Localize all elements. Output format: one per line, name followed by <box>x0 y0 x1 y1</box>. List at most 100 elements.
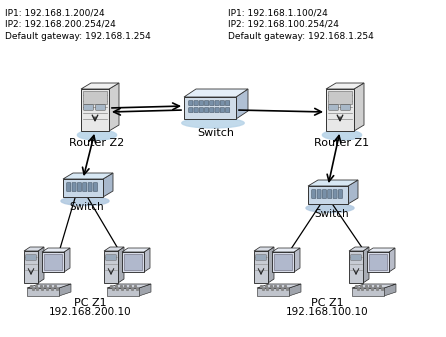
FancyBboxPatch shape <box>210 108 214 113</box>
FancyBboxPatch shape <box>351 255 361 260</box>
FancyBboxPatch shape <box>210 101 214 105</box>
Polygon shape <box>328 91 352 104</box>
Polygon shape <box>367 248 395 252</box>
Polygon shape <box>103 173 113 197</box>
FancyBboxPatch shape <box>204 101 209 105</box>
FancyBboxPatch shape <box>199 101 203 105</box>
FancyBboxPatch shape <box>204 108 209 113</box>
FancyBboxPatch shape <box>124 254 142 270</box>
Polygon shape <box>363 247 369 283</box>
Polygon shape <box>139 284 151 296</box>
Polygon shape <box>24 251 38 283</box>
Polygon shape <box>27 288 59 296</box>
FancyBboxPatch shape <box>341 105 350 110</box>
Polygon shape <box>384 284 396 296</box>
Text: Switch: Switch <box>198 128 235 138</box>
FancyBboxPatch shape <box>329 105 339 110</box>
Polygon shape <box>352 284 396 288</box>
FancyBboxPatch shape <box>72 183 76 191</box>
Text: 192.168.100.10: 192.168.100.10 <box>286 307 369 317</box>
Polygon shape <box>24 247 44 251</box>
Polygon shape <box>254 251 268 283</box>
Polygon shape <box>257 288 289 296</box>
Polygon shape <box>184 97 236 119</box>
FancyBboxPatch shape <box>194 101 198 105</box>
FancyBboxPatch shape <box>225 101 230 105</box>
Polygon shape <box>272 248 300 252</box>
Polygon shape <box>254 247 274 251</box>
FancyBboxPatch shape <box>312 190 316 198</box>
Text: IP1: 192.168.1.200/24
IP2: 192.168.200.254/24
Default gateway: 192.168.1.254: IP1: 192.168.1.200/24 IP2: 192.168.200.2… <box>5 8 151 40</box>
Text: Switch: Switch <box>70 202 104 212</box>
FancyBboxPatch shape <box>44 254 62 270</box>
Polygon shape <box>184 89 248 97</box>
Polygon shape <box>107 284 151 288</box>
Polygon shape <box>354 83 364 131</box>
FancyBboxPatch shape <box>83 183 87 191</box>
Polygon shape <box>268 247 274 283</box>
Polygon shape <box>83 91 107 104</box>
FancyBboxPatch shape <box>199 108 203 113</box>
Polygon shape <box>104 247 124 251</box>
FancyBboxPatch shape <box>189 101 193 105</box>
Polygon shape <box>122 248 150 252</box>
Polygon shape <box>349 247 369 251</box>
Polygon shape <box>38 247 44 283</box>
Polygon shape <box>257 284 301 288</box>
Polygon shape <box>63 179 103 197</box>
Polygon shape <box>389 248 395 272</box>
FancyBboxPatch shape <box>322 190 326 198</box>
FancyBboxPatch shape <box>88 183 92 191</box>
Polygon shape <box>348 180 358 204</box>
FancyBboxPatch shape <box>84 105 93 110</box>
FancyBboxPatch shape <box>225 108 230 113</box>
FancyBboxPatch shape <box>274 254 292 270</box>
Polygon shape <box>289 284 301 296</box>
FancyBboxPatch shape <box>369 254 387 270</box>
FancyBboxPatch shape <box>67 183 71 191</box>
Polygon shape <box>326 83 364 89</box>
FancyBboxPatch shape <box>220 101 224 105</box>
Ellipse shape <box>61 196 109 206</box>
Polygon shape <box>81 83 119 89</box>
FancyBboxPatch shape <box>77 183 82 191</box>
Ellipse shape <box>182 118 244 128</box>
Polygon shape <box>42 252 64 272</box>
Polygon shape <box>236 89 248 119</box>
Ellipse shape <box>306 204 354 213</box>
FancyBboxPatch shape <box>106 255 116 260</box>
Text: Router Z1: Router Z1 <box>314 138 370 148</box>
Polygon shape <box>109 83 119 131</box>
Polygon shape <box>272 252 294 272</box>
Text: PC Z1: PC Z1 <box>311 298 344 308</box>
Polygon shape <box>308 186 348 204</box>
FancyBboxPatch shape <box>215 101 219 105</box>
Ellipse shape <box>78 130 116 140</box>
FancyBboxPatch shape <box>215 108 219 113</box>
Polygon shape <box>104 251 118 283</box>
Text: Router Z2: Router Z2 <box>70 138 124 148</box>
Polygon shape <box>294 248 300 272</box>
FancyBboxPatch shape <box>256 255 266 260</box>
Polygon shape <box>349 251 363 283</box>
Polygon shape <box>64 248 70 272</box>
FancyBboxPatch shape <box>333 190 337 198</box>
FancyBboxPatch shape <box>339 190 343 198</box>
Text: PC Z1: PC Z1 <box>74 298 106 308</box>
FancyBboxPatch shape <box>96 105 105 110</box>
Polygon shape <box>42 248 70 252</box>
FancyBboxPatch shape <box>317 190 321 198</box>
Polygon shape <box>144 248 150 272</box>
Polygon shape <box>326 89 354 131</box>
Text: Switch: Switch <box>315 209 349 219</box>
Polygon shape <box>122 252 144 272</box>
Polygon shape <box>107 288 139 296</box>
Polygon shape <box>367 252 389 272</box>
FancyBboxPatch shape <box>189 108 193 113</box>
FancyBboxPatch shape <box>26 255 36 260</box>
Polygon shape <box>352 288 384 296</box>
Polygon shape <box>27 284 71 288</box>
Polygon shape <box>63 173 113 179</box>
Polygon shape <box>81 89 109 131</box>
Text: IP1: 192.168.1.100/24
IP2: 192.168.100.254/24
Default gateway: 192.168.1.254: IP1: 192.168.1.100/24 IP2: 192.168.100.2… <box>228 8 374 40</box>
